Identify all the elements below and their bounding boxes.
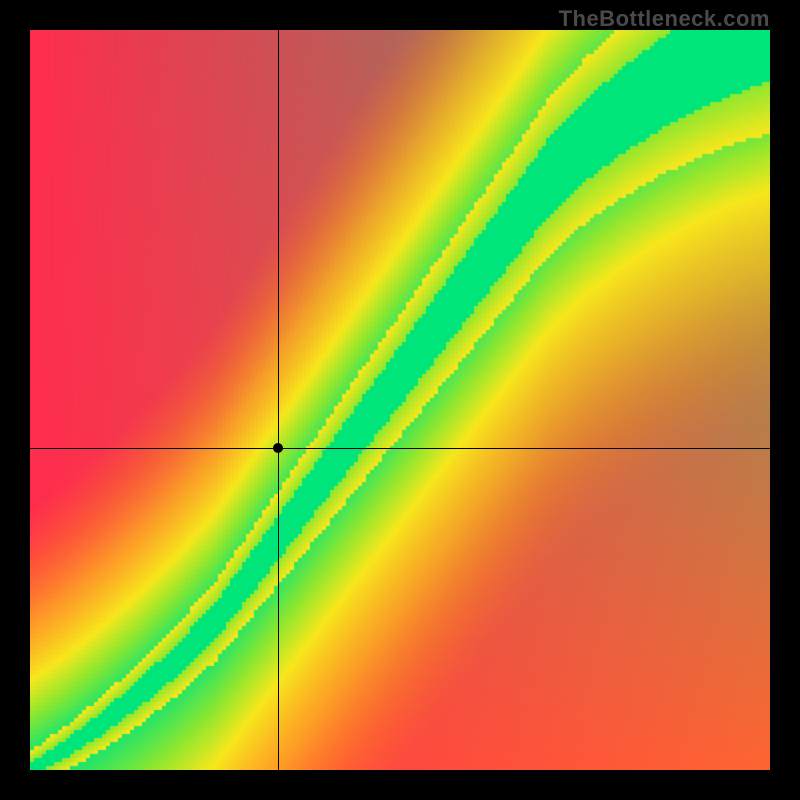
plot-area xyxy=(30,30,770,770)
chart-container: TheBottleneck.com xyxy=(0,0,800,800)
watermark-text: TheBottleneck.com xyxy=(559,6,770,32)
crosshair-vertical xyxy=(278,30,279,770)
heatmap-canvas xyxy=(30,30,770,770)
crosshair-horizontal xyxy=(30,448,770,449)
marker-point xyxy=(273,443,283,453)
